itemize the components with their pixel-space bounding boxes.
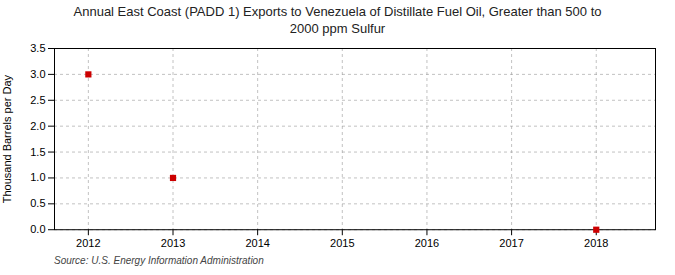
- svg-text:2013: 2013: [161, 236, 185, 248]
- svg-text:3.5: 3.5: [30, 42, 45, 54]
- svg-text:2012: 2012: [76, 236, 100, 248]
- svg-text:2.0: 2.0: [30, 119, 45, 131]
- html-text:Annual East Coast (PADD 1) Exp: Annual East Coast (PADD 1) Exports to Ve…: [73, 4, 602, 36]
- svg-text:1.5: 1.5: [30, 145, 45, 157]
- svg-text:2015: 2015: [330, 236, 354, 248]
- svg-text:0.0: 0.0: [30, 223, 45, 235]
- svg-text:Thousand Barrels per Day: Thousand Barrels per Day: [1, 74, 13, 203]
- svg-text:2018: 2018: [584, 236, 608, 248]
- svg-text:2017: 2017: [499, 236, 523, 248]
- svg-text:3.0: 3.0: [30, 68, 45, 80]
- svg-text:0.5: 0.5: [30, 197, 45, 209]
- svg-text:2014: 2014: [245, 236, 269, 248]
- html-text:Source: U.S. Energy Informatio: Source: U.S. Energy Information Administ…: [54, 255, 264, 266]
- svg-text:2016: 2016: [415, 236, 439, 248]
- svg-text:1.0: 1.0: [30, 171, 45, 183]
- svg-text:2.5: 2.5: [30, 94, 45, 106]
